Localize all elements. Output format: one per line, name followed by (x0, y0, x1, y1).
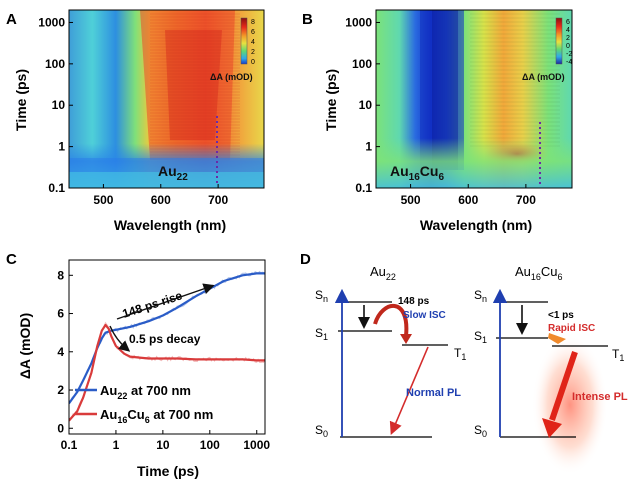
sample-label-b: Au16Cu6 (390, 163, 444, 183)
xtick-label-c: 10 (156, 438, 170, 452)
ytick-label-a: 10 (52, 98, 66, 112)
colorbar-tick-a: 0 (251, 59, 255, 66)
xtick-label-b: 700 (516, 193, 536, 207)
sample-label-a: Au22 (158, 163, 188, 183)
colorbar-tick-a: 2 (251, 49, 255, 56)
panel-d-letter: D (300, 251, 311, 268)
colorbar-b (555, 17, 563, 65)
right-t1-label: T1 (612, 347, 624, 363)
left-t1-label: T1 (454, 346, 466, 362)
colorbar-tick-b: 4 (566, 27, 570, 34)
colorbar-tick-b: -2 (566, 51, 572, 58)
xlabel-c: Time (ps) (137, 463, 199, 479)
heatmap-a (69, 10, 264, 188)
xtick-label-c: 1 (113, 438, 120, 452)
right-isc-arrow (548, 333, 566, 344)
ytick-label-c: 0 (57, 421, 64, 435)
panel-d: D Au22 148 ps Slow ISC Normal PL Sn S1 T… (300, 251, 628, 475)
ytick-label-a: 100 (45, 57, 65, 71)
colorbar-a-label: ΔA (mOD) (210, 72, 253, 82)
intense-pl-glow (532, 335, 608, 475)
ytick-label-c: 4 (57, 345, 64, 359)
xtick-label-a: 600 (151, 193, 171, 207)
left-isc-arrowhead (400, 334, 412, 344)
ytick-label-a: 0.1 (48, 181, 65, 195)
xtick-label-b: 600 (458, 193, 478, 207)
legend: Au22 at 700 nm Au16Cu6 at 700 nm (75, 383, 213, 425)
diagram-left-title: Au22 (370, 264, 396, 282)
xtick-label-a: 500 (93, 193, 113, 207)
right-pl-arrow (549, 351, 578, 421)
decay-arrow (109, 325, 131, 352)
heatmap-b (376, 10, 572, 188)
kinetics-fit-series-1 (69, 323, 265, 422)
right-s0-label: S0 (474, 423, 487, 439)
ytick-label-b: 1 (365, 140, 372, 154)
annotation-decay: 0.5 ps decay (129, 332, 201, 346)
left-pl-arrow (389, 346, 429, 435)
left-sn-label: Sn (315, 288, 328, 304)
colorbar-tick-b: 2 (566, 35, 570, 42)
ytick-label-a: 1000 (38, 15, 65, 29)
xlabel-b: Wavelength (nm) (420, 217, 532, 233)
panel-a: A Au22 8 6 4 2 0 ΔA (mOD) 0.1 1 10 100 1000 500 60… (6, 9, 265, 233)
right-pl-label: Intense PL (572, 391, 628, 403)
panel-c-letter: C (6, 251, 17, 268)
colorbar-tick-b: 0 (566, 43, 570, 50)
legend-label-au16cu6: Au16Cu6 at 700 nm (100, 407, 213, 425)
left-isc-time: 148 ps (398, 296, 430, 307)
colorbar-tick-b: -4 (566, 59, 572, 66)
colorbar-a (240, 17, 248, 65)
panel-a-letter: A (6, 11, 17, 28)
panel-b-letter: B (302, 11, 313, 28)
right-isc-time: <1 ps (548, 310, 574, 321)
left-s1-label: S1 (315, 326, 328, 342)
ytick-label-b: 10 (359, 98, 373, 112)
xlabel-a: Wavelength (nm) (114, 217, 226, 233)
left-pl-label: Normal PL (406, 387, 461, 399)
colorbar-tick-a: 6 (251, 29, 255, 36)
rise-arrow (116, 283, 215, 320)
diagram-right-title: Au16Cu6 (515, 264, 563, 282)
kinetics-frame (68, 259, 266, 435)
ylabel-c: ΔA (mOD) (17, 313, 33, 379)
left-isc-label: Slow ISC (403, 310, 446, 321)
colorbar-tick-a: 4 (251, 39, 255, 46)
ylabel-a: Time (ps) (13, 69, 29, 131)
xtick-label-c: 100 (200, 438, 220, 452)
xtick-label-a: 700 (208, 193, 228, 207)
right-isc-label: Rapid ISC (548, 323, 595, 334)
colorbar-tick-a: 8 (251, 19, 255, 26)
ytick-label-b: 100 (352, 57, 372, 71)
xtick-label-c: 1000 (243, 438, 270, 452)
legend-label-au22: Au22 at 700 nm (100, 383, 191, 401)
ytick-label-c: 6 (57, 307, 64, 321)
ytick-label-b: 1000 (345, 15, 372, 29)
left-s0-label: S0 (315, 423, 328, 439)
ylabel-b: Time (ps) (323, 69, 339, 131)
right-s1-label: S1 (474, 329, 487, 345)
kinetics-fit-series-0 (69, 272, 265, 405)
left-isc-arrow (373, 304, 409, 337)
ytick-label-c: 2 (57, 383, 64, 397)
colorbar-tick-b: 6 (566, 19, 570, 26)
right-pl-arrowhead (542, 418, 562, 438)
ytick-label-b: 0.1 (355, 181, 372, 195)
annotation-rise: 148 ps rise (121, 288, 185, 321)
right-sn-label: Sn (474, 288, 487, 304)
xtick-label-c: 0.1 (61, 438, 78, 452)
colorbar-a-ticks: 8 6 4 2 0 (251, 19, 255, 66)
xtick-label-b: 500 (401, 193, 421, 207)
ytick-label-c: 8 (57, 268, 64, 282)
colorbar-b-label: ΔA (mOD) (522, 72, 565, 82)
ytick-label-a: 1 (58, 140, 65, 154)
